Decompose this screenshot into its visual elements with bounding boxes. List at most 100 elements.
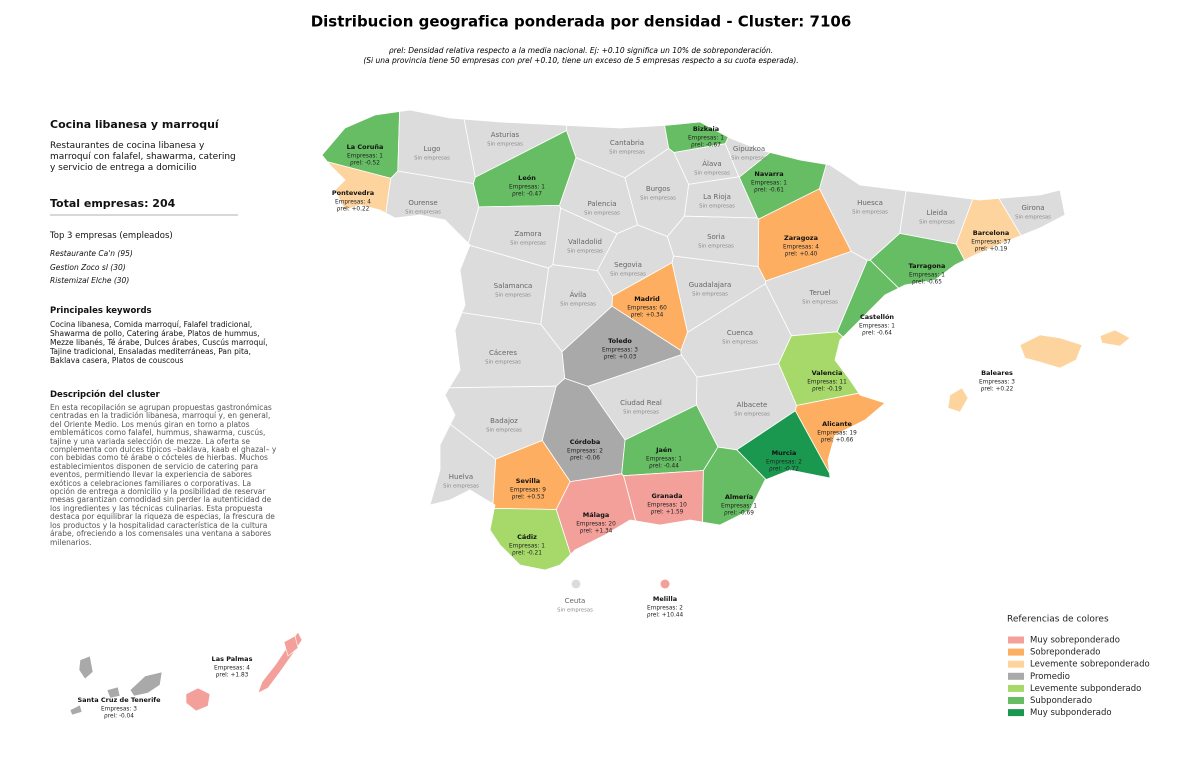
province-detail: Empresas: 1: [859, 324, 895, 330]
subtitle: (Si una provincia tiene 50 empresas con …: [363, 56, 798, 65]
top-heading: Top 3 empresas (empleados): [50, 231, 173, 241]
province-name: Madrid: [634, 295, 660, 303]
province-detail: ρrel: +0.40: [785, 252, 818, 258]
legend-label: Muy subponderado: [1030, 708, 1112, 718]
province-name: Huelva: [449, 473, 473, 481]
province-detail: Empresas: 3: [602, 348, 638, 354]
province-detail: Sin empresas: [610, 272, 646, 278]
province-name: Santa Cruz de Tenerife: [77, 696, 161, 704]
province-detail: ρrel: -0.69: [724, 511, 754, 517]
province-detail: Sin empresas: [567, 249, 603, 255]
island-area: [283, 635, 299, 657]
province-name: Guadalajara: [689, 281, 732, 289]
cluster-heading: Cocina libanesa y marroquí: [50, 118, 219, 131]
province-detail: ρrel: -0.67: [691, 143, 721, 149]
province-detail: Empresas: 2: [567, 449, 603, 455]
province-name: Soria: [707, 233, 725, 241]
province-detail: ρrel: -0.65: [912, 280, 942, 286]
description-heading: Descripción del cluster: [50, 390, 160, 400]
province-name: Valladolid: [568, 238, 602, 246]
province-detail: ρrel: -0.21: [512, 551, 542, 557]
province-detail: Sin empresas: [485, 360, 521, 366]
province-name: Granada: [652, 492, 683, 500]
province-detail: Sin empresas: [557, 608, 593, 614]
province-name: Badajoz: [490, 417, 518, 425]
province-detail: Sin empresas: [1015, 215, 1051, 221]
keywords-heading: Principales keywords: [50, 306, 152, 316]
island-area: [69, 704, 83, 716]
province-name: Bizkaia: [693, 125, 719, 133]
province-detail: Sin empresas: [414, 156, 450, 162]
cluster-summary: Restaurantes de cocina libanesa y marroq…: [50, 141, 236, 173]
province-detail: ρrel: +0.22: [337, 207, 370, 213]
province-detail: Empresas: 4: [783, 245, 819, 251]
province-detail: Sin empresas: [698, 244, 734, 250]
province-detail: Sin empresas: [609, 150, 645, 156]
province-detail: ρrel: -0.47: [512, 192, 542, 198]
province-detail: ρrel: +0.19: [975, 247, 1008, 253]
province-name: Álava: [702, 159, 721, 168]
province-name: Salamanca: [494, 282, 533, 290]
province-detail: Empresas: 2: [647, 606, 683, 612]
legend-swatch: [1008, 672, 1024, 680]
province-name: Málaga: [583, 511, 610, 519]
province-name: Sevilla: [516, 477, 540, 485]
province-detail: Sin empresas: [560, 302, 596, 308]
province-detail: Sin empresas: [919, 220, 955, 226]
total: Total empresas: 204: [50, 197, 176, 210]
province-detail: Sin empresas: [405, 210, 441, 216]
province-detail: Sin empresas: [802, 300, 838, 306]
province-name: Albacete: [737, 401, 768, 409]
province-detail: Sin empresas: [623, 410, 659, 416]
province-detail: Sin empresas: [487, 142, 523, 148]
province-name: Valencia: [812, 369, 843, 377]
province-detail: Sin empresas: [722, 340, 758, 346]
province-name: Girona: [1021, 204, 1044, 212]
province-detail: ρrel: +10.44: [647, 613, 684, 619]
province-detail: Empresas: 1: [909, 273, 945, 279]
province-detail: Sin empresas: [731, 156, 767, 162]
province-detail: ρrel: +1.59: [651, 510, 684, 516]
province-name: Las Palmas: [212, 655, 253, 663]
province-detail: ρrel: +1.34: [580, 529, 613, 535]
province-detail: Empresas: 37: [971, 240, 1011, 246]
province-detail: Empresas: 19: [817, 431, 857, 437]
province-detail: Empresas: 1: [509, 544, 545, 550]
province-name: Barcelona: [973, 229, 1010, 237]
province-detail: ρrel: +0.53: [512, 495, 545, 501]
province-detail: Empresas: 1: [721, 504, 757, 510]
province-detail: Empresas: 2: [766, 460, 802, 466]
title: Distribucion geografica ponderada por de…: [311, 13, 852, 31]
province-area: [326, 161, 392, 214]
legend-label: Muy sobreponderado: [1030, 636, 1120, 646]
legend-swatch: [1008, 636, 1024, 644]
province-name: Murcia: [772, 449, 797, 457]
province-detail: ρrel: -0.52: [350, 161, 380, 167]
province-detail: Sin empresas: [692, 292, 728, 298]
province-detail: ρrel: -0.72: [769, 467, 799, 473]
province-detail: Sin empresas: [694, 171, 730, 177]
province-name: Teruel: [809, 289, 831, 297]
description: En esta recopilación se agrupan propuest…: [50, 403, 277, 547]
legend-swatch: [1008, 684, 1024, 692]
legend-label: Levemente subponderado: [1030, 684, 1141, 694]
province-detail: ρrel: -0.04: [104, 714, 134, 720]
province-name: Melilla: [653, 595, 677, 603]
province-name: Alicante: [822, 420, 852, 428]
legend-label: Sobreponderado: [1030, 648, 1100, 658]
province-detail: Empresas: 1: [347, 154, 383, 160]
province-name: Segovia: [614, 261, 642, 269]
province-detail: Sin empresas: [584, 211, 620, 217]
province-detail: ρrel: +0.66: [821, 438, 854, 444]
province-name: Toledo: [608, 337, 632, 345]
province-detail: ρrel: +0.03: [604, 355, 637, 361]
legend-title: Referencias de colores: [1007, 615, 1109, 625]
province-detail: Empresas: 11: [807, 380, 847, 386]
province-detail: Empresas: 20: [576, 522, 616, 528]
province-detail: Empresas: 1: [688, 136, 724, 142]
province-name: Lugo: [424, 145, 441, 153]
province-name: La Rioja: [703, 193, 731, 201]
province-name: Cáceres: [489, 349, 517, 357]
